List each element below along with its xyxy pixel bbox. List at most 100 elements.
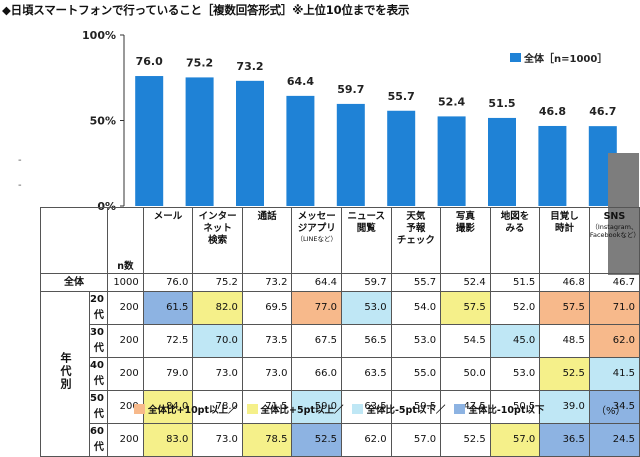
chart-title: ◆日頃スマートフォンで行っていること［複数回答形式］※上位10位までを表示 bbox=[2, 3, 410, 17]
table-cell: 69.5 bbox=[241, 291, 293, 325]
column-header: ニュース 閲覧 bbox=[341, 207, 392, 274]
table-cell: 79.0 bbox=[142, 357, 194, 391]
table-cell: 73.0 bbox=[192, 357, 243, 391]
edge-mark: - bbox=[18, 180, 22, 191]
column-header-line: ニュース bbox=[347, 211, 386, 222]
bar-value-label: 75.2 bbox=[186, 56, 213, 69]
y-tick-label: 0% bbox=[97, 200, 116, 210]
table-cell: 54.0 bbox=[390, 291, 442, 325]
table-header-row: n数 メール インター ネット 検索 通話 メッセー ジアプリ （LINEなど） ニュース 閲覧 天気… bbox=[40, 207, 640, 274]
table-cell: 71.0 bbox=[588, 291, 640, 325]
table-cell: 50.0 bbox=[440, 357, 491, 391]
n-header: n数 bbox=[106, 207, 144, 274]
table-cell: 73.5 bbox=[241, 324, 293, 358]
table-cell: 57.0 bbox=[390, 423, 442, 457]
bar-value-label: 51.5 bbox=[488, 97, 515, 110]
column-header-line: 時計 bbox=[555, 223, 575, 234]
table-cell: 41.5 bbox=[588, 357, 640, 391]
sample-size: 200 bbox=[106, 423, 144, 457]
table-row: 全体 1000 76.0 75.2 73.2 64.4 59.7 55.7 52.4 51.5 46… bbox=[40, 273, 640, 292]
column-header-line: 地図を bbox=[500, 211, 530, 222]
column-header-line: 撮影 bbox=[455, 223, 475, 234]
bar bbox=[387, 110, 416, 206]
bar bbox=[236, 80, 264, 206]
table-cell: 57.5 bbox=[539, 291, 590, 325]
table-cell: 70.0 bbox=[192, 324, 243, 358]
bar-value-label: 46.7 bbox=[589, 105, 616, 118]
sample-size: 200 bbox=[106, 324, 144, 358]
bar bbox=[538, 125, 567, 206]
column-header-line: 目覚し bbox=[550, 211, 579, 222]
table-cell: 39.0 bbox=[539, 390, 590, 424]
bar-value-label: 59.7 bbox=[337, 83, 364, 96]
row-label: 50代 bbox=[89, 390, 108, 424]
bar-value-label: 52.4 bbox=[438, 95, 465, 108]
table-cell: 48.5 bbox=[539, 324, 590, 358]
row-label: 全体 bbox=[40, 273, 108, 292]
unit-label: （%） bbox=[596, 406, 626, 417]
table-cell: 52.5 bbox=[539, 357, 590, 391]
legend-label: 全体比+5pt以上／ bbox=[260, 405, 344, 416]
column-header: メール bbox=[142, 207, 194, 274]
age-breakdown-table: n数 メール インター ネット 検索 通話 メッセー ジアプリ （LINEなど） ニュース 閲覧 天気… bbox=[40, 207, 640, 457]
table-cell: 52.4 bbox=[440, 273, 491, 292]
bar bbox=[185, 77, 214, 207]
column-header-line: SNS bbox=[603, 211, 626, 222]
column-header-line: ネット bbox=[203, 223, 232, 234]
table-cell: 59.7 bbox=[341, 273, 392, 292]
bar-chart: 100% 50% 0% 76.0 75.2 73.2 64.4 59.7 55.7 52.4 51.… bbox=[82, 29, 617, 210]
column-header-line: 閲覧 bbox=[356, 223, 376, 234]
column-header: 目覚し 時計 bbox=[539, 207, 590, 274]
table-cell: 52.0 bbox=[489, 291, 541, 325]
table-cell: 66.0 bbox=[291, 357, 343, 391]
table-cell: 72.5 bbox=[142, 324, 194, 358]
table-cell: 53.0 bbox=[341, 291, 392, 325]
table-cell: 78.5 bbox=[241, 423, 293, 457]
column-header: 通話 bbox=[241, 207, 293, 274]
legend-swatch bbox=[246, 404, 258, 414]
highlight-legend: 全体比+10pt以上／ 全体比+5pt以上／ 全体比-5pt以下／ 全体比-10pt以… bbox=[128, 402, 544, 416]
table-cell: 77.0 bbox=[291, 291, 343, 325]
column-header-line: メール bbox=[153, 211, 183, 222]
column-header: 写真 撮影 bbox=[440, 207, 491, 274]
column-header: 天気 予報 チェック bbox=[390, 207, 442, 274]
legend-swatch bbox=[454, 404, 466, 414]
table-cell: 62.0 bbox=[588, 324, 640, 358]
table-cell: 52.5 bbox=[291, 423, 343, 457]
bar-value-label: 76.0 bbox=[136, 55, 163, 68]
bar-value-label: 64.4 bbox=[287, 75, 314, 88]
legend-swatch bbox=[510, 53, 521, 62]
age-group-text: 年代別 bbox=[59, 351, 72, 391]
column-header-note: （LINEなど） bbox=[296, 235, 337, 243]
table-cell: 62.0 bbox=[341, 423, 392, 457]
table-cell: 46.7 bbox=[588, 273, 640, 292]
table-cell: 34.5 bbox=[588, 390, 640, 424]
row-label: 30代 bbox=[89, 324, 108, 358]
table-cell: 57.0 bbox=[489, 423, 541, 457]
table-cell: 76.0 bbox=[142, 273, 194, 292]
column-header: インター ネット 検索 bbox=[192, 207, 243, 274]
bar bbox=[488, 117, 516, 206]
table-cell: 67.5 bbox=[291, 324, 343, 358]
table-cell: 47.5 bbox=[440, 390, 491, 424]
row-label: 60代 bbox=[89, 423, 108, 457]
bar bbox=[437, 116, 466, 206]
column-header-line: メッセー bbox=[297, 211, 336, 222]
table-cell: 53.0 bbox=[489, 357, 541, 391]
column-header-line: 写真 bbox=[455, 211, 475, 222]
sample-size: 1000 bbox=[106, 273, 144, 292]
table-cell: 75.2 bbox=[192, 273, 243, 292]
table-cell: 56.5 bbox=[341, 324, 392, 358]
legend-label: 全体比+10pt以上／ bbox=[148, 405, 238, 416]
legend-label: 全体［n=1000］ bbox=[523, 52, 607, 65]
column-header: SNS （Instagram、Facebookなど） bbox=[588, 207, 640, 274]
column-header: メッセー ジアプリ （LINEなど） bbox=[291, 207, 343, 274]
row-label: 20代 bbox=[89, 291, 108, 325]
column-header-line: 予報 bbox=[406, 223, 426, 234]
bar-value-label: 73.2 bbox=[236, 60, 263, 73]
legend-swatch bbox=[134, 404, 145, 414]
legend-label: 全体比-5pt以下／ bbox=[366, 405, 446, 416]
column-header-note: （Instagram、Facebookなど） bbox=[589, 223, 640, 239]
table-cell: 73.2 bbox=[241, 273, 293, 292]
table-cell: 73.0 bbox=[192, 423, 243, 457]
